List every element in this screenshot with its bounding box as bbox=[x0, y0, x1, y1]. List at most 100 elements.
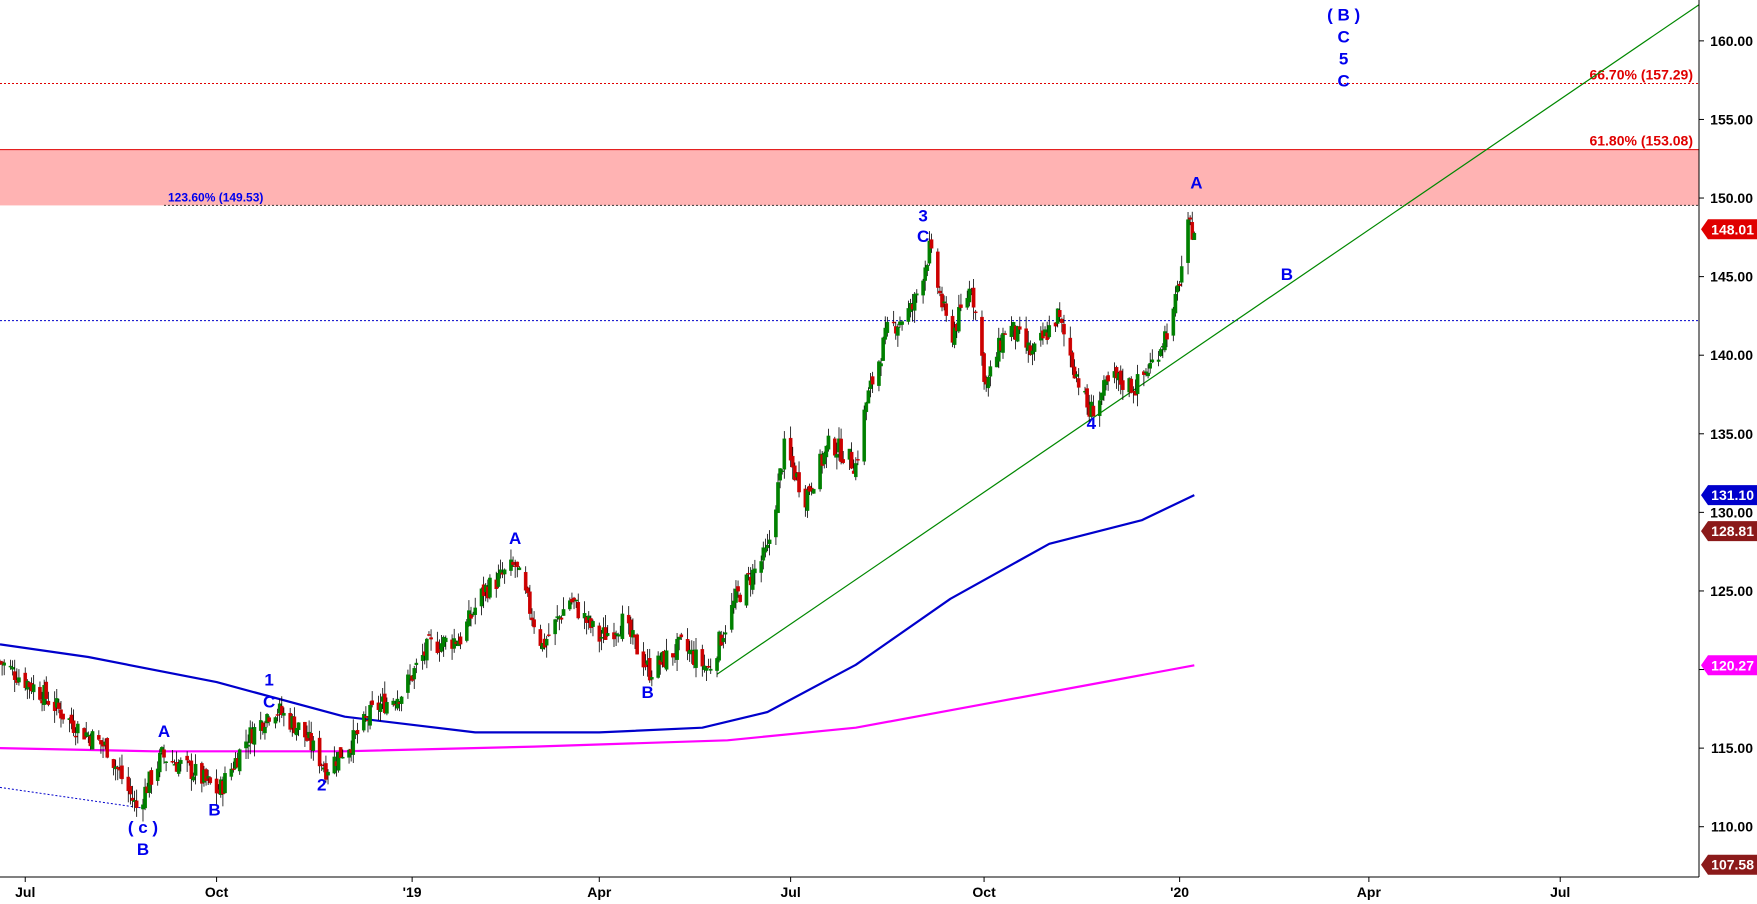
candle-body-303 bbox=[891, 321, 896, 324]
y-tick-label-10: 160.00 bbox=[1710, 33, 1753, 49]
candle-body-203 bbox=[597, 625, 602, 642]
candle-body-118 bbox=[347, 749, 351, 758]
candle-body-322 bbox=[944, 303, 949, 316]
candle-body-365 bbox=[1072, 366, 1077, 379]
candle-body-183 bbox=[538, 629, 543, 646]
candle-body-352 bbox=[1032, 343, 1037, 352]
candle-body-246 bbox=[721, 638, 726, 643]
candle-body-62 bbox=[179, 760, 183, 764]
candle-body-33 bbox=[97, 735, 101, 740]
candle-body-367 bbox=[1076, 378, 1081, 388]
candle-body-333 bbox=[980, 316, 984, 356]
candle-body-296 bbox=[868, 380, 873, 390]
candle-body-157 bbox=[458, 636, 463, 645]
candle-body-186 bbox=[544, 639, 549, 646]
x-tick-label-0: Jul bbox=[15, 884, 35, 900]
candle-body-92 bbox=[267, 717, 271, 722]
candle-body-361 bbox=[1060, 318, 1064, 323]
candle-body-61 bbox=[176, 763, 181, 774]
value-tag-4 bbox=[1701, 854, 1757, 875]
candle-body-199 bbox=[584, 617, 589, 624]
candle-body-147 bbox=[429, 637, 433, 640]
candle-body-170 bbox=[498, 569, 503, 574]
candle-body-258 bbox=[759, 561, 763, 573]
candle-body-27 bbox=[76, 723, 80, 734]
candle-body-160 bbox=[469, 613, 473, 619]
candle-body-399 bbox=[1173, 293, 1178, 314]
candle-body-93 bbox=[273, 717, 278, 724]
resistance-zone bbox=[0, 149, 1699, 206]
candle-body-129 bbox=[378, 703, 383, 712]
candle-body-227 bbox=[664, 650, 669, 670]
candle-body-318 bbox=[936, 251, 940, 288]
x-tick-label-7: Apr bbox=[1357, 884, 1382, 900]
value-tag-label-0: 148.01 bbox=[1711, 221, 1754, 237]
candle-body-108 bbox=[317, 737, 322, 767]
value-tag-label-3: 120.27 bbox=[1711, 657, 1754, 673]
candle-body-397 bbox=[1165, 333, 1169, 340]
candle-body-261 bbox=[765, 544, 770, 549]
candle-body-133 bbox=[391, 700, 396, 705]
candle-body-250 bbox=[734, 588, 738, 603]
candle-body-2 bbox=[2, 662, 7, 666]
candle-body-369 bbox=[1085, 388, 1089, 408]
wave-label-3: B bbox=[208, 801, 220, 820]
candle-body-347 bbox=[1018, 326, 1022, 330]
candle-body-87 bbox=[252, 727, 257, 745]
candle-body-403 bbox=[1186, 219, 1190, 263]
value-tag-label-2: 128.81 bbox=[1711, 523, 1754, 539]
candle-body-26 bbox=[73, 735, 78, 738]
candle-body-177 bbox=[517, 567, 522, 571]
candle-body-162 bbox=[473, 607, 478, 615]
candle-body-143 bbox=[420, 654, 425, 661]
candle-body-263 bbox=[774, 509, 778, 538]
value-tags-layer: 148.01 131.10 128.81 120.27 107.58 bbox=[1701, 219, 1757, 875]
candle-body-267 bbox=[782, 438, 787, 470]
candle-body-212 bbox=[620, 613, 625, 640]
y-tick-label-4: 130.00 bbox=[1710, 504, 1753, 520]
candle-body-381 bbox=[1118, 370, 1123, 385]
candle-body-158 bbox=[465, 621, 469, 641]
wave-label-15: C bbox=[1337, 27, 1349, 46]
wave-label-9: 3 bbox=[918, 207, 927, 226]
y-tick-label-8: 150.00 bbox=[1710, 190, 1753, 206]
candle-body-295 bbox=[866, 390, 871, 404]
candle-body-207 bbox=[605, 633, 610, 636]
candle-body-213 bbox=[626, 614, 631, 624]
value-tag-1 bbox=[1701, 485, 1757, 506]
candle-body-3 bbox=[8, 665, 13, 668]
candle-body-336 bbox=[986, 377, 991, 389]
candle-body-264 bbox=[776, 482, 780, 514]
candle-body-57 bbox=[164, 761, 168, 764]
y-tick-label-1: 115.00 bbox=[1711, 740, 1753, 756]
candle-body-326 bbox=[957, 307, 961, 332]
candle-body-208 bbox=[612, 632, 616, 640]
candle-body-294 bbox=[864, 402, 869, 413]
wave-label-0: ( c ) bbox=[128, 818, 158, 837]
candle-body-116 bbox=[338, 747, 343, 759]
candle-body-392 bbox=[1150, 359, 1155, 363]
candle-body-56 bbox=[162, 749, 166, 758]
candle-body-252 bbox=[738, 594, 742, 603]
candle-body-259 bbox=[761, 547, 766, 561]
trendline-layer bbox=[0, 4, 1700, 809]
candle-body-40 bbox=[115, 767, 120, 770]
candle-body-122 bbox=[355, 729, 360, 735]
candle-body-230 bbox=[675, 638, 679, 660]
candle-body-299 bbox=[879, 363, 883, 367]
wave-label-2: A bbox=[158, 722, 170, 741]
candle-body-152 bbox=[443, 637, 448, 643]
y-tick-label-3: 125.00 bbox=[1710, 583, 1753, 599]
candle-body-377 bbox=[1106, 375, 1110, 382]
candle-body-47 bbox=[134, 800, 139, 808]
candle-body-222 bbox=[650, 677, 654, 680]
candle-body-43 bbox=[126, 776, 131, 792]
candle-body-142 bbox=[414, 662, 419, 666]
wave-label-12: A bbox=[1190, 174, 1202, 193]
candle-body-77 bbox=[223, 773, 227, 794]
candle-body-221 bbox=[647, 658, 652, 681]
x-tick-label-4: Jul bbox=[781, 884, 801, 900]
candle-body-331 bbox=[971, 287, 976, 308]
candle-body-103 bbox=[303, 721, 307, 738]
